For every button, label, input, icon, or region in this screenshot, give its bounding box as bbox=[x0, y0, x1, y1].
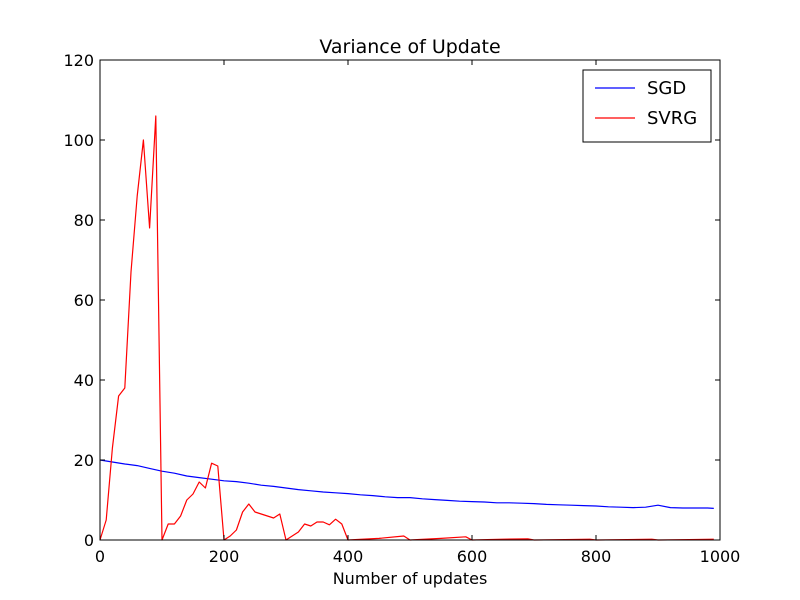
y-tick-label: 20 bbox=[74, 451, 94, 470]
series-line-sgd bbox=[99, 459, 714, 509]
legend-box bbox=[582, 69, 712, 143]
chart-title: Variance of Update bbox=[319, 36, 500, 58]
x-tick-label: 600 bbox=[457, 547, 488, 566]
y-tick-label: 80 bbox=[74, 211, 94, 230]
y-tick-label: 60 bbox=[74, 291, 94, 310]
legend-label-sgd: SGD bbox=[647, 78, 686, 99]
x-tick-label: 0 bbox=[95, 547, 105, 566]
series-layer bbox=[99, 115, 714, 541]
y-tick-label: 40 bbox=[74, 371, 94, 390]
x-axis-title: Number of updates bbox=[333, 569, 488, 588]
y-tick-label: 120 bbox=[63, 51, 94, 70]
x-tick-label: 400 bbox=[333, 547, 364, 566]
x-tick-label: 800 bbox=[581, 547, 612, 566]
series-line-svrg bbox=[99, 115, 714, 541]
x-tick-label: 200 bbox=[209, 547, 240, 566]
axis-ticks: 0 200 400 600 800 1000 0 20 40 60 80 100 120 bbox=[63, 51, 740, 566]
y-tick-label: 100 bbox=[63, 131, 94, 150]
x-tick-label: 1000 bbox=[700, 547, 741, 566]
y-tick-label: 0 bbox=[84, 531, 94, 550]
legend: SGD SVRG bbox=[582, 69, 712, 143]
legend-label-svrg: SVRG bbox=[647, 108, 697, 129]
